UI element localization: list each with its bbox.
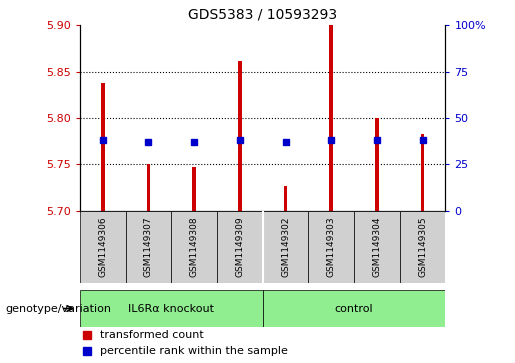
Text: transformed count: transformed count <box>100 330 204 340</box>
Text: GSM1149303: GSM1149303 <box>327 216 336 277</box>
Bar <box>263 211 308 283</box>
Bar <box>147 164 150 211</box>
Text: GSM1149302: GSM1149302 <box>281 217 290 277</box>
Bar <box>375 118 379 211</box>
Bar <box>308 211 354 283</box>
Bar <box>171 211 217 283</box>
Title: GDS5383 / 10593293: GDS5383 / 10593293 <box>188 8 337 21</box>
Bar <box>400 211 445 283</box>
Text: percentile rank within the sample: percentile rank within the sample <box>100 346 288 356</box>
Bar <box>263 290 445 327</box>
Text: GSM1149304: GSM1149304 <box>372 217 382 277</box>
Text: GSM1149309: GSM1149309 <box>235 216 244 277</box>
Bar <box>126 211 171 283</box>
Bar <box>330 25 333 211</box>
Bar <box>354 211 400 283</box>
Bar <box>101 83 105 211</box>
Bar <box>238 61 242 211</box>
Text: control: control <box>335 303 373 314</box>
Text: GSM1149306: GSM1149306 <box>98 216 107 277</box>
Text: GSM1149305: GSM1149305 <box>418 216 427 277</box>
Text: genotype/variation: genotype/variation <box>5 303 111 314</box>
Bar <box>421 134 424 211</box>
Bar <box>284 185 287 211</box>
Text: IL6Rα knockout: IL6Rα knockout <box>128 303 214 314</box>
Text: GSM1149308: GSM1149308 <box>190 216 199 277</box>
Text: GSM1149307: GSM1149307 <box>144 216 153 277</box>
Bar <box>217 211 263 283</box>
Bar <box>192 167 196 211</box>
Bar <box>80 211 126 283</box>
Bar <box>80 290 263 327</box>
